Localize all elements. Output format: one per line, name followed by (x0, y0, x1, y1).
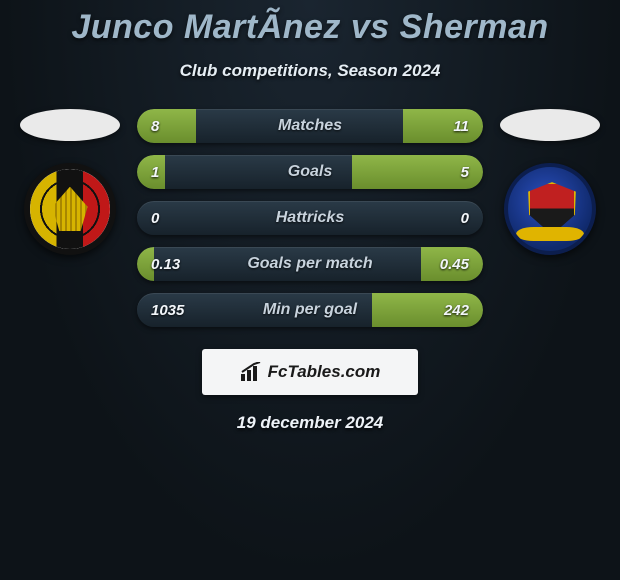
stat-label: Goals (137, 155, 483, 189)
stat-bars: 8Matches111Goals50Hattricks00.13Goals pe… (137, 109, 483, 327)
page-subtitle: Club competitions, Season 2024 (0, 61, 620, 81)
stat-value-right: 0.45 (440, 247, 469, 281)
stat-bar: 8Matches11 (137, 109, 483, 143)
stat-bar: 0Hattricks0 (137, 201, 483, 235)
stat-label: Goals per match (137, 247, 483, 281)
stat-value-right: 242 (444, 293, 469, 327)
stat-value-left: 1035 (151, 293, 184, 327)
stat-value-left: 0.13 (151, 247, 180, 281)
source-badge[interactable]: FcTables.com (202, 349, 418, 395)
right-flag-placeholder (500, 109, 600, 141)
stat-value-right: 0 (461, 201, 469, 235)
stat-label: Min per goal (137, 293, 483, 327)
stat-bar: 0.13Goals per match0.45 (137, 247, 483, 281)
main-row: 8Matches111Goals50Hattricks00.13Goals pe… (0, 109, 620, 327)
stat-value-left: 0 (151, 201, 159, 235)
source-label: FcTables.com (268, 362, 381, 382)
date-line: 19 december 2024 (0, 413, 620, 433)
comparison-card: Junco MartÃ­nez vs Sherman Club competit… (0, 0, 620, 433)
stat-bar: 1035Min per goal242 (137, 293, 483, 327)
left-club-badge (24, 163, 116, 255)
stat-value-left: 8 (151, 109, 159, 143)
stat-value-left: 1 (151, 155, 159, 189)
stat-value-right: 11 (453, 109, 469, 143)
right-club-badge (504, 163, 596, 255)
page-title: Junco MartÃ­nez vs Sherman (0, 8, 620, 47)
left-player-column (15, 109, 125, 255)
right-player-column (495, 109, 605, 255)
stat-label: Hattricks (137, 201, 483, 235)
stat-bar: 1Goals5 (137, 155, 483, 189)
stat-label: Matches (137, 109, 483, 143)
left-flag-placeholder (20, 109, 120, 141)
chart-icon (240, 362, 262, 382)
stat-value-right: 5 (461, 155, 469, 189)
